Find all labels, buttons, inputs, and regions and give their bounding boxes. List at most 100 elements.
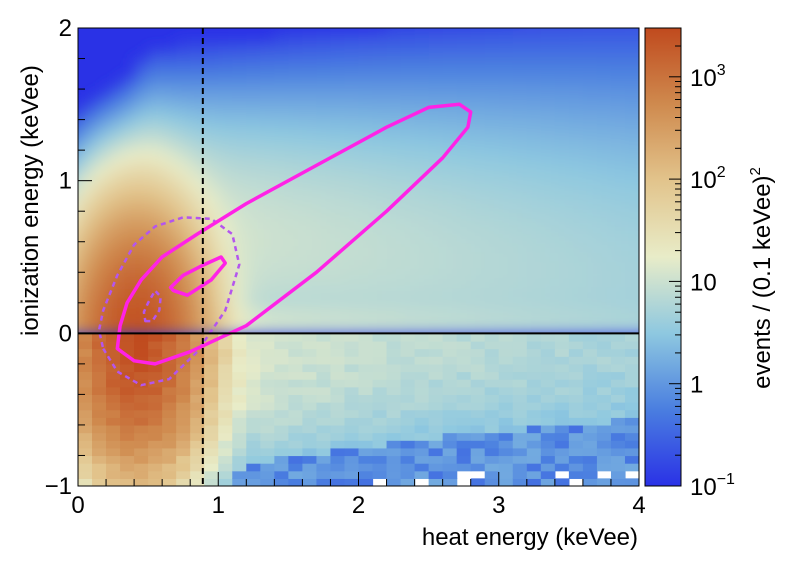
density-cell [414, 223, 430, 234]
density-bin [610, 455, 626, 464]
density-bin [498, 386, 514, 395]
density-cell [568, 122, 584, 133]
density-cell [470, 40, 486, 51]
density-cell [498, 67, 514, 78]
density-cell [302, 278, 318, 289]
density-bin [484, 394, 500, 403]
density-cell [400, 31, 416, 42]
density-cell [386, 205, 402, 216]
density-cell [260, 241, 276, 252]
density-cell [260, 58, 276, 69]
density-cell [442, 223, 458, 234]
density-bin [148, 447, 163, 457]
density-cell [288, 214, 304, 225]
density-cell [540, 223, 556, 234]
density-cell [414, 287, 430, 298]
density-bin [624, 386, 639, 395]
density-cell [274, 150, 290, 161]
density-bin [610, 447, 626, 457]
density-bin [302, 363, 318, 373]
density-cell [246, 241, 262, 252]
density-bin [162, 333, 177, 342]
density-bin [344, 386, 360, 395]
density-bin [190, 409, 205, 418]
density-bin [218, 463, 233, 472]
density-cell [470, 324, 486, 335]
density-cell [78, 223, 94, 234]
density-cell [526, 195, 542, 207]
density-cell [568, 150, 584, 161]
density-cell [246, 49, 262, 60]
density-cell [288, 31, 304, 42]
density-cell [625, 13, 640, 23]
density-cell [372, 186, 388, 197]
density-bin [358, 455, 374, 464]
density-bin [134, 386, 149, 395]
density-cell [148, 305, 164, 317]
density-bin [512, 333, 528, 342]
density-bin [162, 340, 177, 350]
color-bar-tick-label: 10−1 [690, 471, 735, 501]
density-cell [344, 49, 360, 60]
density-cell [414, 49, 430, 60]
density-bin [246, 447, 261, 457]
density-bin [302, 379, 318, 388]
density-cell [78, 250, 79, 262]
density-cell [302, 150, 318, 161]
density-cell [344, 315, 360, 326]
density-cell [456, 250, 472, 262]
density-bin [470, 394, 486, 403]
density-bin [190, 417, 205, 426]
density-bin [358, 432, 374, 441]
density-cell [596, 104, 612, 115]
density-cell [302, 159, 318, 170]
density-cell [50, 297, 65, 307]
density-bin [344, 470, 360, 479]
density-bin [582, 348, 598, 357]
density-cell [78, 232, 79, 243]
density-cell [176, 104, 192, 115]
density-bin [344, 402, 360, 411]
density-bin [596, 356, 612, 365]
density-cell [400, 214, 416, 225]
density-cell [162, 205, 178, 216]
density-bin [232, 402, 247, 411]
density-cell [302, 305, 318, 317]
density-cell [162, 76, 178, 88]
density-cell [316, 76, 332, 88]
density-cell [246, 223, 262, 234]
density-cell [218, 177, 234, 188]
density-cell [232, 67, 248, 78]
density-cell [372, 76, 388, 88]
density-cell [148, 214, 164, 225]
density-cell [232, 131, 248, 142]
density-cell [540, 67, 556, 78]
density-bin [442, 447, 458, 457]
density-cell [120, 104, 136, 115]
density-bin [78, 432, 93, 441]
density-bin [428, 402, 444, 411]
density-bin [78, 440, 93, 449]
density-cell [428, 287, 444, 298]
density-cell [302, 168, 318, 179]
density-bin [442, 470, 458, 479]
density-cell [526, 58, 542, 69]
density-cell [386, 315, 402, 326]
density-cell [470, 195, 486, 207]
density-bin [120, 379, 135, 388]
density-bin [526, 371, 542, 380]
density-cell [358, 159, 374, 170]
density-bin [442, 455, 458, 464]
density-cell [498, 28, 514, 33]
density-bin [78, 417, 93, 426]
density-cell [78, 140, 79, 152]
density-cell [218, 104, 234, 115]
density-bin [428, 379, 444, 388]
density-bin [456, 356, 472, 365]
density-bin [386, 379, 402, 388]
density-cell [190, 205, 206, 216]
density-cell [498, 131, 514, 142]
density-cell [624, 186, 639, 197]
density-bin [176, 424, 191, 434]
density-bin [386, 363, 402, 373]
